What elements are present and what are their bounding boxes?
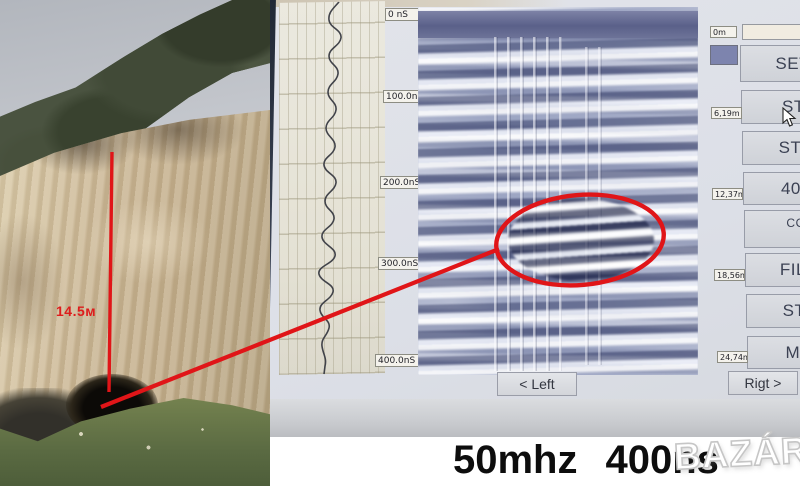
cliff-photo: 14.5м: [0, 0, 270, 486]
radargram-direct-wave-band: [418, 11, 698, 38]
height-measurement-label: 14.5м: [56, 303, 97, 319]
caption-strip: 50mhz 400ns BAZÁR: [270, 429, 800, 486]
distance-label-18m: 18,56m: [714, 269, 745, 281]
range-400ns-button[interactable]: 400 ns: [743, 172, 800, 205]
mouse-cursor-icon: [782, 107, 797, 127]
monitor-bezel-bottom: [270, 399, 800, 437]
time-label-400ns: 400.0nS: [375, 354, 421, 367]
scroll-left-button[interactable]: < Left: [497, 372, 577, 396]
trace-grid-panel: [279, 1, 385, 375]
monitor-bezel-top: [274, 0, 569, 7]
color-swatch: [710, 45, 738, 65]
distance-label-6m: 6,19m: [711, 107, 742, 119]
distance-label-24m: 24,74m: [717, 351, 748, 363]
start2-button[interactable]: START: [746, 294, 800, 328]
filter-button[interactable]: FILTER: [745, 253, 800, 287]
radargram-anomaly: [508, 199, 654, 281]
distance-label-12m: 12,37m: [712, 188, 743, 200]
time-label-100ns: 100.0nS: [383, 90, 429, 103]
more-button[interactable]: MORE: [747, 336, 800, 369]
scroll-right-button[interactable]: Rigt >: [728, 371, 798, 395]
setup-button[interactable]: SETUP: [740, 45, 800, 82]
start-button[interactable]: START: [742, 131, 800, 165]
distance-label-0m: 0m: [710, 26, 737, 38]
gpr-monitor: 0 nS 100.0nS 200.0nS 300.0nS 400.0nS 0m …: [270, 0, 800, 437]
time-label-0ns: 0 nS: [385, 8, 425, 21]
caption-range: 400ns: [605, 438, 719, 482]
position-input[interactable]: [742, 24, 800, 40]
bazar-watermark: BAZÁR: [672, 429, 800, 479]
caption-frequency: 50mhz: [453, 438, 578, 482]
monitor-bezel-left: [270, 0, 276, 411]
wiggle-trace: [318, 1, 342, 375]
survey-caption: 50mhz 400ns: [453, 438, 719, 483]
radargram-display: [418, 7, 698, 375]
color-button[interactable]: COLOR 3: [744, 210, 800, 248]
